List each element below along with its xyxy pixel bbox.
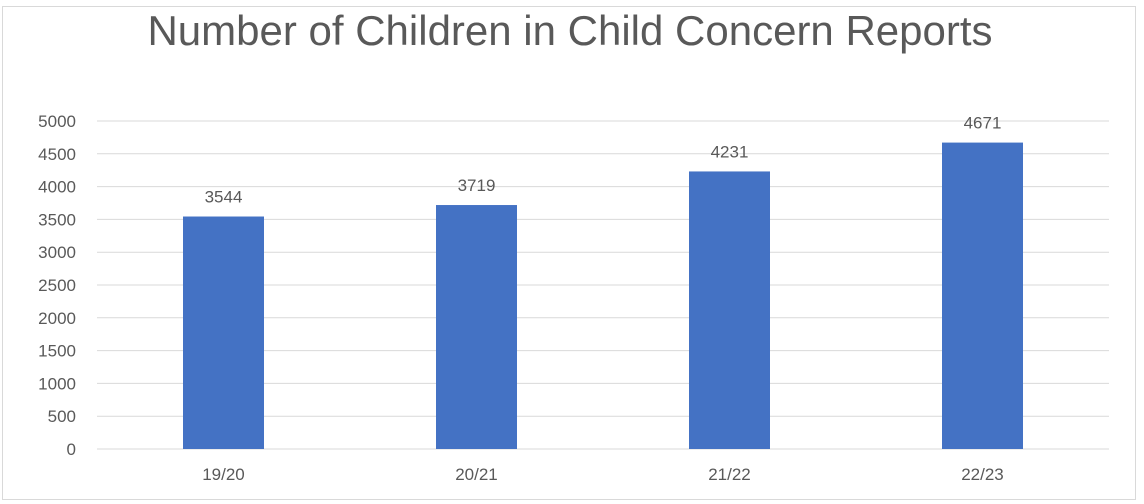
y-tick-label: 2500 bbox=[38, 276, 76, 295]
x-tick-label: 20/21 bbox=[455, 465, 498, 484]
y-tick-label: 3000 bbox=[38, 243, 76, 262]
x-tick-label: 19/20 bbox=[202, 465, 245, 484]
bar-19-20 bbox=[183, 216, 264, 449]
y-axis-ticks: 0 500 1000 1500 2000 2500 3000 3500 4000 4500 5000 bbox=[38, 112, 76, 459]
data-label: 3544 bbox=[205, 188, 243, 207]
y-tick-label: 500 bbox=[48, 407, 76, 426]
data-label: 3719 bbox=[458, 176, 496, 195]
y-tick-label: 4000 bbox=[38, 178, 76, 197]
x-tick-label: 21/22 bbox=[708, 465, 751, 484]
y-tick-label: 3500 bbox=[38, 210, 76, 229]
bar-22-23 bbox=[942, 142, 1023, 449]
x-axis-ticks: 19/20 20/21 21/22 22/23 bbox=[202, 465, 1004, 484]
gridlines bbox=[97, 120, 1109, 450]
y-tick-label: 2000 bbox=[38, 309, 76, 328]
x-tick-label: 22/23 bbox=[961, 465, 1004, 484]
y-tick-label: 1500 bbox=[38, 342, 76, 361]
data-label: 4231 bbox=[711, 142, 749, 161]
y-tick-label: 0 bbox=[67, 440, 76, 459]
y-tick-label: 5000 bbox=[38, 112, 76, 131]
bars bbox=[183, 142, 1023, 449]
bar-21-22 bbox=[689, 171, 770, 449]
chart-title: Number of Children in Child Concern Repo… bbox=[147, 7, 993, 54]
y-tick-label: 4500 bbox=[38, 145, 76, 164]
data-label: 4671 bbox=[964, 114, 1002, 133]
bar-20-21 bbox=[436, 205, 517, 449]
data-labels: 3544 3719 4231 4671 bbox=[205, 114, 1002, 207]
y-tick-label: 1000 bbox=[38, 374, 76, 393]
